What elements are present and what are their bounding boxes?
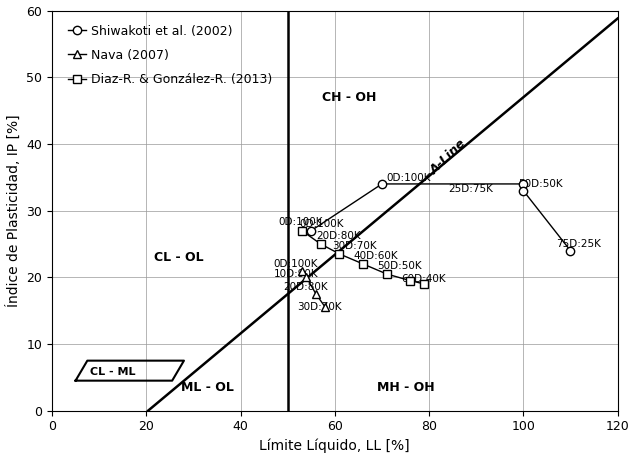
- Diaz-R. & González-R. (2013): [383, 271, 391, 277]
- Text: 50D:50K: 50D:50K: [519, 179, 563, 189]
- Line: Nava (2007): Nava (2007): [298, 267, 330, 312]
- Diaz-R. & González-R. (2013): [406, 278, 414, 283]
- Text: A-Line: A-Line: [427, 137, 469, 177]
- Text: 10D:90K: 10D:90K: [274, 269, 318, 279]
- Diaz-R. & González-R. (2013): [420, 281, 428, 287]
- Diaz-R. & González-R. (2013): [317, 241, 324, 246]
- Line: Shiwakoti et al. (2002): Shiwakoti et al. (2002): [307, 180, 575, 255]
- Text: 0D:100K: 0D:100K: [300, 218, 344, 229]
- Text: 75D:25K: 75D:25K: [556, 239, 601, 249]
- Text: 30D:70K: 30D:70K: [297, 302, 342, 312]
- Shiwakoti et al. (2002): [519, 188, 527, 193]
- Text: MH - OH: MH - OH: [377, 381, 434, 394]
- Shiwakoti et al. (2002): [307, 228, 315, 233]
- Text: 40D:60K: 40D:60K: [354, 251, 398, 261]
- X-axis label: Límite Líquido, LL [%]: Límite Líquido, LL [%]: [260, 439, 410, 453]
- Text: CH - OH: CH - OH: [322, 91, 376, 104]
- Text: 20D:80K: 20D:80K: [283, 282, 328, 292]
- Text: 0D:100K: 0D:100K: [274, 258, 318, 269]
- Nava (2007): [321, 305, 329, 310]
- Diaz-R. & González-R. (2013): [336, 251, 344, 257]
- Nava (2007): [298, 268, 305, 274]
- Text: 0D:100K: 0D:100K: [387, 173, 431, 183]
- Diaz-R. & González-R. (2013): [359, 261, 367, 267]
- Text: ML - OL: ML - OL: [181, 381, 234, 394]
- Text: CL - ML: CL - ML: [91, 367, 136, 377]
- Shiwakoti et al. (2002): [519, 181, 527, 187]
- Nava (2007): [312, 291, 320, 297]
- Text: 0D:100K: 0D:100K: [278, 217, 323, 227]
- Text: 20D:80K: 20D:80K: [316, 230, 361, 241]
- Shiwakoti et al. (2002): [566, 248, 574, 253]
- Nava (2007): [303, 274, 311, 280]
- Shiwakoti et al. (2002): [378, 181, 385, 187]
- Text: 25D:75K: 25D:75K: [448, 184, 493, 194]
- Line: Diaz-R. & González-R. (2013): Diaz-R. & González-R. (2013): [298, 226, 429, 288]
- Text: 50D:50K: 50D:50K: [377, 261, 422, 271]
- Legend: Shiwakoti et al. (2002), Nava (2007), Diaz-R. & González-R. (2013): Shiwakoti et al. (2002), Nava (2007), Di…: [64, 21, 276, 90]
- Text: 30D:70K: 30D:70K: [332, 241, 377, 251]
- Diaz-R. & González-R. (2013): [298, 228, 305, 233]
- Text: CL - OL: CL - OL: [154, 251, 204, 264]
- Text: 60D:40K: 60D:40K: [401, 274, 445, 284]
- Y-axis label: Índice de Plasticidad, IP [%]: Índice de Plasticidad, IP [%]: [6, 114, 21, 307]
